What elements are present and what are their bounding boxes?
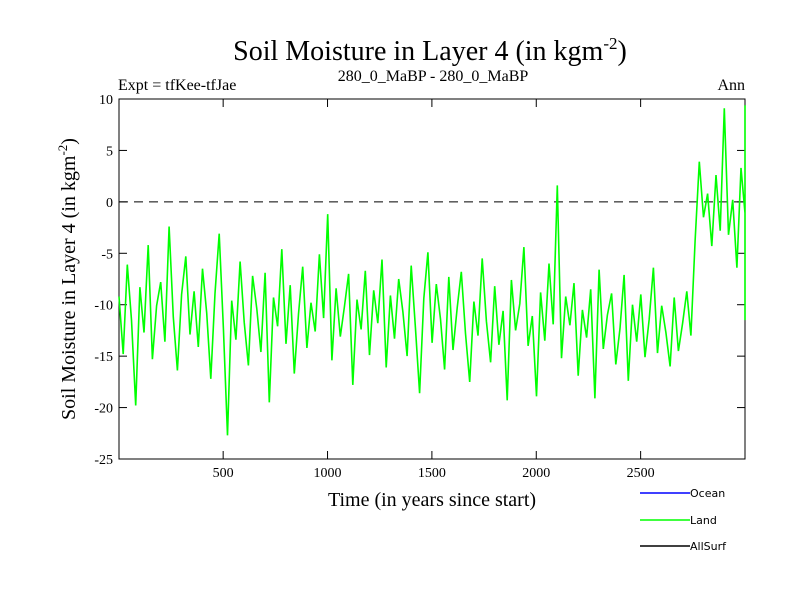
chart-title-close: ) (618, 36, 627, 67)
y-axis-label-sup: -2 (55, 145, 70, 156)
legend-ocean-label: Ocean (690, 487, 725, 500)
land-series-line (118, 105, 746, 436)
x-axis-label: Time (in years since start) (328, 489, 536, 511)
x-tick-label: 2000 (522, 466, 550, 481)
y-tick-label: -5 (101, 247, 113, 262)
x-tick-label: 1000 (314, 466, 342, 481)
y-axis-ticks: -25 -20 -15 -10 -5 0 5 10 (94, 93, 745, 468)
x-tick-label: 500 (213, 466, 234, 481)
plot-frame (118, 98, 746, 460)
legend-land-label: Land (690, 514, 717, 527)
chart-subtitle-right: Ann (717, 77, 745, 94)
plot-area: -25 -20 -15 -10 -5 0 5 10 500 1000 1500 2000 2500 (94, 93, 746, 481)
y-tick-label: 5 (106, 144, 113, 159)
chart-title-main: Soil Moisture in Layer 4 (in kgm (233, 36, 603, 67)
x-tick-label: 1500 (418, 466, 446, 481)
chart-subtitle-center: 280_0_MaBP - 280_0_MaBP (338, 68, 529, 85)
y-axis-label-main: Soil Moisture in Layer 4 (in kgm (58, 155, 80, 420)
y-tick-label: -20 (94, 402, 113, 417)
y-axis-label: Soil Moisture in Layer 4 (in kgm-2) (55, 138, 80, 420)
chart-title-sup: -2 (603, 34, 617, 53)
legend: Ocean Land AllSurf (640, 487, 727, 553)
legend-allsurf-label: AllSurf (690, 540, 727, 553)
y-axis-label-close: ) (58, 138, 80, 145)
y-tick-label: -15 (94, 350, 113, 365)
x-axis-ticks: 500 1000 1500 2000 2500 (213, 99, 655, 481)
chart-title: Soil Moisture in Layer 4 (in kgm-2) (233, 34, 627, 67)
y-tick-label: 0 (106, 196, 113, 211)
y-tick-label: 10 (99, 93, 113, 108)
y-tick-label: -10 (94, 299, 113, 314)
chart-subtitle-left: Expt = tfKee-tfJae (118, 77, 236, 94)
y-tick-label: -25 (94, 453, 113, 468)
x-tick-label: 2500 (627, 466, 655, 481)
